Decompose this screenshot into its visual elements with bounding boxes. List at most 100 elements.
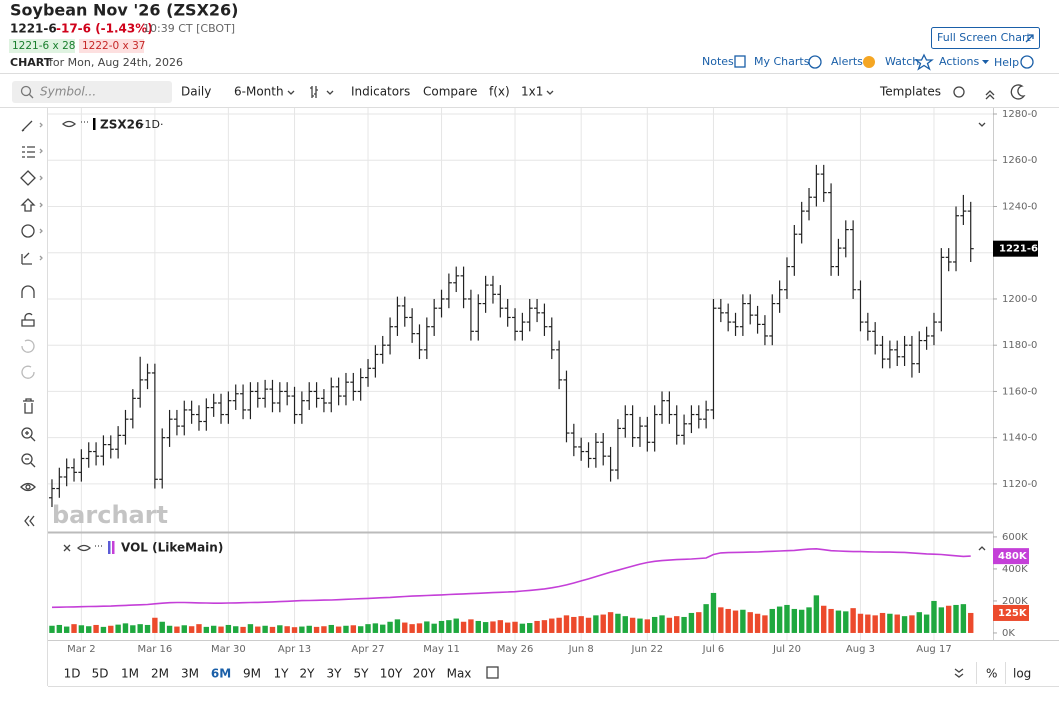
icon[interactable] (978, 546, 986, 551)
y-tick-label: 400K (1002, 564, 1028, 575)
icon (28, 93, 34, 99)
volume-bar (754, 613, 761, 633)
volume-bar (527, 623, 533, 633)
range-button[interactable]: 2Y (300, 667, 316, 681)
volume-bar (438, 620, 445, 633)
link[interactable]: My Charts (754, 55, 810, 68)
toolbar-button[interactable]: Templates (879, 85, 941, 99)
y-tick-label: 1120-0 (1002, 479, 1037, 490)
range-button[interactable]: Max (447, 667, 472, 681)
link[interactable]: Help (994, 56, 1019, 69)
range-button[interactable]: 3M (181, 667, 199, 681)
icon[interactable] (486, 666, 499, 679)
sidebar-icons[interactable] (20, 120, 43, 527)
volume-bar (776, 606, 783, 633)
link[interactable]: Watch (885, 55, 919, 68)
toolbar-button[interactable]: Indicators (351, 85, 410, 99)
range-button[interactable]: 1D (64, 667, 81, 681)
icon (914, 53, 934, 71)
volume-bar (901, 616, 908, 633)
average-label: 480K (998, 551, 1028, 562)
volume-bar (629, 617, 636, 633)
toolbar-button[interactable]: 6-Month (234, 85, 284, 99)
percent-toggle[interactable]: % (986, 667, 997, 681)
y-tick-label: 200K (1002, 596, 1028, 607)
range-button[interactable]: 10Y (380, 667, 403, 681)
toolbar-button[interactable]: Daily (181, 85, 211, 99)
chart-title: VOL (LikeMain) (121, 541, 223, 555)
link[interactable]: Notes (702, 55, 734, 68)
range-button[interactable]: 6M (211, 667, 231, 681)
volume-bar (710, 592, 717, 633)
full-screen-button[interactable] (931, 27, 1040, 49)
volume-bar (960, 604, 967, 633)
icon[interactable] (954, 668, 964, 678)
last-price-label: 1221-6 (999, 244, 1038, 255)
icon[interactable] (978, 122, 986, 127)
icon (1020, 55, 1034, 69)
search-placeholder[interactable]: Symbol... (40, 85, 96, 99)
volume-bar (291, 627, 298, 633)
log-toggle[interactable]: log (1013, 667, 1031, 681)
full-screen-label[interactable]: Full Screen Chart (937, 31, 1032, 44)
range-button[interactable]: 20Y (413, 667, 436, 681)
icon[interactable] (63, 544, 71, 552)
volume-bar (541, 620, 548, 633)
volume-bar (277, 625, 283, 633)
volume-bar (681, 616, 687, 633)
range-button[interactable]: 9M (243, 667, 261, 681)
volume-bar (350, 625, 357, 633)
x-tick-label: Aug 17 (916, 644, 951, 655)
volume-bar (894, 614, 900, 633)
icon[interactable] (310, 86, 334, 98)
range-buttons: 1D 5D 1M 2M 3M 6M 9M 1Y 2Y 3Y 5Y 10Y 20Y Max (64, 667, 472, 681)
volume-bar (857, 613, 864, 633)
ask: 1222-0 x 37 (82, 40, 145, 52)
icon[interactable] (1010, 84, 1026, 100)
volume-bar (255, 626, 261, 633)
link[interactable]: Actions (939, 55, 979, 68)
toolbar-button[interactable]: f(x) (489, 85, 510, 99)
range-button[interactable]: 1Y (274, 667, 290, 681)
volume-bar (372, 623, 379, 633)
volume-bar (137, 624, 143, 633)
volume-bar (313, 626, 320, 633)
volume-bar (879, 612, 886, 633)
range-button[interactable]: 3Y (327, 667, 343, 681)
volume-bar (843, 611, 849, 633)
x-tick-label: Jun 22 (631, 644, 664, 655)
volume-bar (504, 622, 511, 633)
volume-bar (86, 626, 92, 633)
volume-bar (688, 612, 695, 633)
range-button[interactable]: 5Y (354, 667, 370, 681)
series-swatch (93, 118, 96, 130)
volume-bar (585, 617, 592, 633)
volume-bar (769, 608, 775, 633)
volume-bar (725, 608, 731, 633)
y-tick-label: 1140-0 (1002, 433, 1037, 444)
icon[interactable] (985, 90, 995, 100)
volume-bar (49, 625, 55, 633)
range-button[interactable]: 5D (92, 667, 109, 681)
volume-bar (122, 623, 129, 633)
volume-bar (446, 620, 452, 633)
link[interactable]: Alerts (831, 55, 863, 68)
toolbar-button[interactable]: 1x1 (521, 85, 543, 99)
volume-bar (549, 618, 555, 633)
range-button[interactable]: 2M (151, 667, 169, 681)
x-tick-label: May 11 (423, 644, 460, 655)
volume-bar (387, 621, 393, 633)
volume-bar (63, 626, 70, 633)
volume-bar (424, 621, 430, 633)
volume-bar (968, 612, 974, 633)
volume-bar (578, 616, 584, 633)
icon[interactable] (61, 120, 77, 128)
search-box[interactable] (12, 81, 172, 103)
volume-bar (174, 626, 180, 633)
range-button[interactable]: 1M (121, 667, 139, 681)
icon[interactable] (953, 86, 965, 98)
icon[interactable] (76, 544, 92, 552)
y-tick-label: 0K (1002, 628, 1015, 639)
toolbar-button[interactable]: Compare (423, 85, 477, 99)
volume-bar (865, 614, 871, 633)
